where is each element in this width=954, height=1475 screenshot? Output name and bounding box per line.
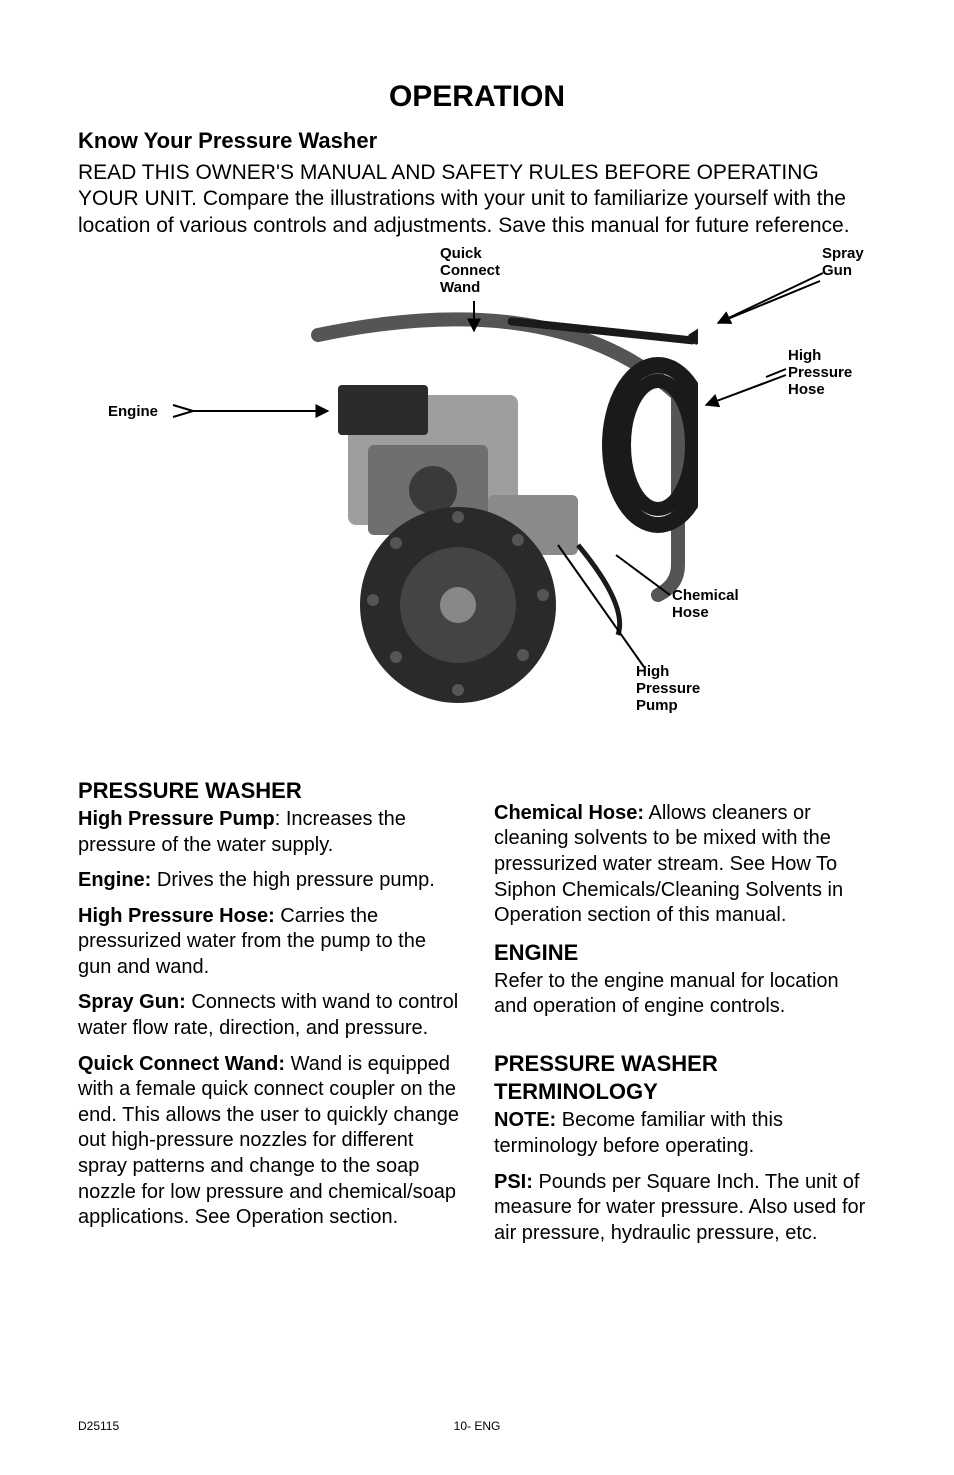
para-engine-text: Refer to the engine manual for location …: [494, 969, 876, 1020]
section-subhead: Know Your Pressure Washer: [78, 128, 876, 154]
product-diagram: Engine Quick Connect Wand Spray Gun High…: [78, 245, 876, 745]
right-column: Chemical Hose: Allows cleaners or cleani…: [494, 775, 876, 1257]
left-column: PRESSURE WASHER High Pressure Pump: Incr…: [78, 775, 460, 1257]
para-spray-gun: Spray Gun: Connects with wand to control…: [78, 990, 460, 1041]
content-columns: PRESSURE WASHER High Pressure Pump: Incr…: [78, 775, 876, 1257]
label-engine: Engine: [108, 403, 158, 420]
label-chemical-hose: Chemical Hose: [672, 587, 739, 622]
para-chemical-hose: Chemical Hose: Allows cleaners or cleani…: [494, 801, 876, 929]
pressure-washer-image: [258, 305, 698, 705]
para-high-pressure-pump: High Pressure Pump: Increases the pressu…: [78, 807, 460, 858]
label-high-pressure-hose: High Pressure Hose: [788, 347, 852, 399]
para-psi: PSI: Pounds per Square Inch. The unit of…: [494, 1170, 876, 1247]
page-footer: D25115 10- ENG: [78, 1419, 876, 1433]
page-title: OPERATION: [78, 80, 876, 114]
intro-paragraph: READ THIS OWNER'S MANUAL AND SAFETY RULE…: [78, 160, 876, 239]
heading-terminology: PRESSURE WASHER TERMINOLOGY: [494, 1050, 876, 1106]
label-high-pressure-pump: High Pressure Pump: [636, 663, 700, 715]
footer-center: 10- ENG: [78, 1419, 876, 1433]
heading-engine: ENGINE: [494, 939, 876, 967]
page: OPERATION Know Your Pressure Washer READ…: [0, 0, 954, 1475]
heading-pressure-washer: PRESSURE WASHER: [78, 777, 460, 805]
para-note: NOTE: Become familiar with this terminol…: [494, 1108, 876, 1159]
para-quick-connect-wand: Quick Connect Wand: Wand is equipped wit…: [78, 1052, 460, 1231]
label-spray-gun: Spray Gun: [822, 245, 864, 280]
para-high-pressure-hose: High Pressure Hose: Carries the pressuri…: [78, 904, 460, 981]
label-quick-connect-wand: Quick Connect Wand: [440, 245, 500, 297]
para-engine: Engine: Drives the high pressure pump.: [78, 868, 460, 894]
